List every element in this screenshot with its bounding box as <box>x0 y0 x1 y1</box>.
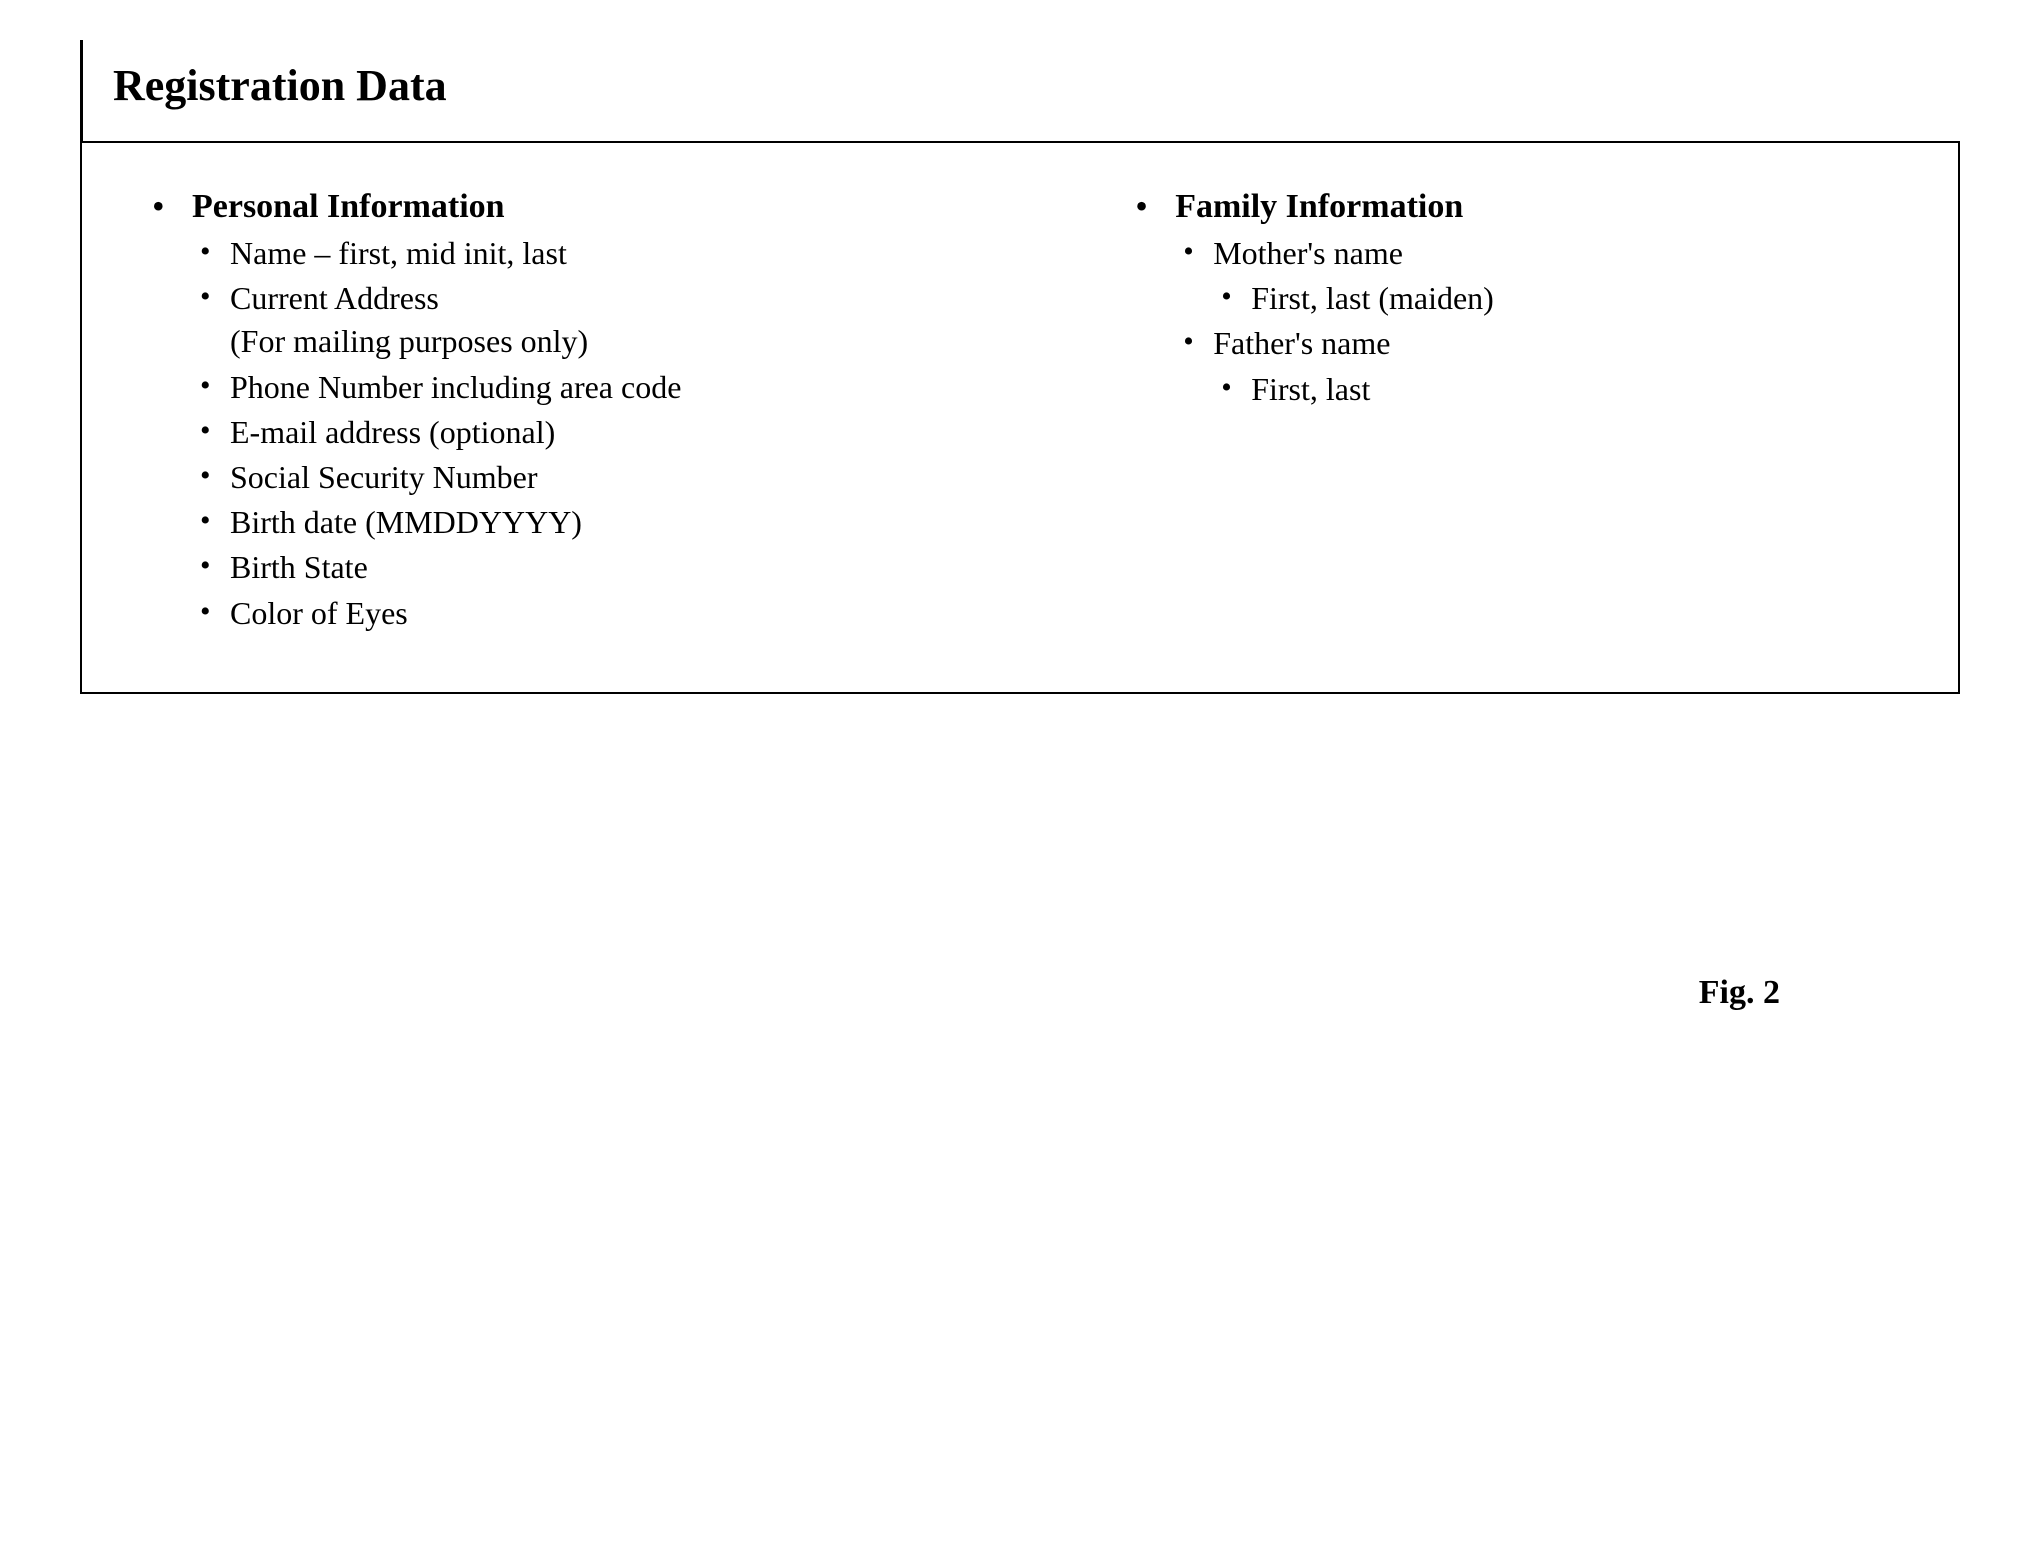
personal-items-list: Name – first, mid init, last Current Add… <box>192 232 1055 635</box>
content-box: Personal Information Name – first, mid i… <box>80 141 1960 694</box>
section-heading-personal: Personal Information <box>192 188 1055 226</box>
left-top-list: Personal Information Name – first, mid i… <box>132 188 1055 635</box>
list-item: Phone Number including area code <box>192 366 1055 409</box>
list-item: Name – first, mid init, last <box>192 232 1055 275</box>
item-label: Birth date (MMDDYYYY) <box>230 504 582 540</box>
item-label: Birth State <box>230 549 368 585</box>
page-title: Registration Data <box>113 60 1960 111</box>
item-label: Mother's name <box>1213 235 1403 271</box>
item-label: Phone Number including area code <box>230 369 681 405</box>
list-item: Father's name First, last <box>1175 322 1918 410</box>
item-label: First, last (maiden) <box>1251 280 1494 316</box>
list-item: E-mail address (optional) <box>192 411 1055 454</box>
section-family: Family Information Mother's name First, … <box>1115 188 1918 411</box>
item-label: First, last <box>1251 371 1370 407</box>
list-item: Current Address (For mailing purposes on… <box>192 277 1055 363</box>
family-subitems-list: First, last <box>1213 368 1918 411</box>
list-item: Color of Eyes <box>192 592 1055 635</box>
item-label: E-mail address (optional) <box>230 414 555 450</box>
page-container: Registration Data Personal Information N… <box>80 40 1960 1012</box>
family-subitems-list: First, last (maiden) <box>1213 277 1918 320</box>
item-label: Social Security Number <box>230 459 537 495</box>
column-right: Family Information Mother's name First, … <box>1115 188 1918 637</box>
family-items-list: Mother's name First, last (maiden) Fathe… <box>1175 232 1918 411</box>
list-item: Birth State <box>192 546 1055 589</box>
list-item: Social Security Number <box>192 456 1055 499</box>
item-label: Name – first, mid init, last <box>230 235 567 271</box>
item-sublabel: (For mailing purposes only) <box>230 320 1055 363</box>
item-label: Current Address <box>230 280 439 316</box>
column-left: Personal Information Name – first, mid i… <box>132 188 1055 637</box>
section-personal: Personal Information Name – first, mid i… <box>132 188 1055 635</box>
section-heading-family: Family Information <box>1175 188 1918 226</box>
item-label: Father's name <box>1213 325 1390 361</box>
list-item: First, last (maiden) <box>1213 277 1918 320</box>
list-item: Birth date (MMDDYYYY) <box>192 501 1055 544</box>
figure-caption: Fig. 2 <box>80 974 1960 1012</box>
right-top-list: Family Information Mother's name First, … <box>1115 188 1918 411</box>
list-item: Mother's name First, last (maiden) <box>1175 232 1918 320</box>
title-region: Registration Data <box>80 40 1960 141</box>
item-label: Color of Eyes <box>230 595 408 631</box>
list-item: First, last <box>1213 368 1918 411</box>
